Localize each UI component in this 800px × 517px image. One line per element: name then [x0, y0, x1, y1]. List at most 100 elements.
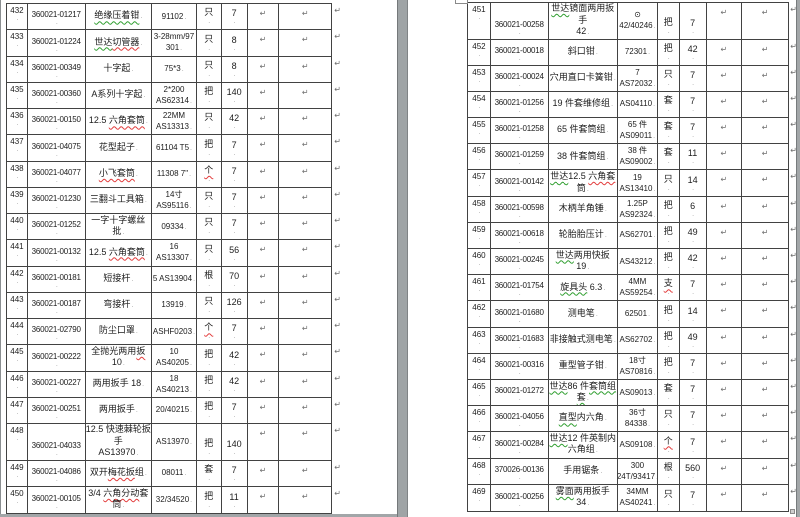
empty-cell-1[interactable]: ↵ [247, 82, 280, 109]
empty-cell-2[interactable]: ↵ [279, 214, 331, 241]
unit-cell[interactable]: 把. [196, 371, 222, 398]
unit-cell[interactable]: 只. [196, 30, 222, 57]
empty-cell-2[interactable]: ↵ [742, 197, 788, 223]
qty-cell[interactable]: 7. [679, 432, 707, 459]
qty-cell[interactable]: 7. [679, 3, 707, 40]
empty-cell-1[interactable]: ↵ [247, 56, 280, 83]
unit-cell[interactable]: 只. [196, 214, 222, 241]
empty-cell-1[interactable]: ↵ [247, 292, 280, 319]
empty-cell-1[interactable]: ↵ [247, 371, 280, 398]
unit-cell[interactable]: 只. [196, 292, 222, 319]
empty-cell-1[interactable]: ↵ [247, 4, 280, 31]
empty-cell-2[interactable]: ↵ [742, 485, 788, 511]
empty-cell-1[interactable]: ↵ [706, 301, 743, 328]
item-code-cell[interactable]: 360021-00598. [490, 196, 549, 223]
row-number-cell[interactable]: 457. [468, 170, 491, 197]
empty-cell-1[interactable]: ↵ [247, 460, 280, 487]
unit-cell[interactable]: 个. [657, 432, 680, 459]
description-cell[interactable]: 65 件套筒组. [548, 118, 619, 145]
item-code-cell[interactable]: 360021-04075. [27, 135, 86, 162]
description-cell[interactable]: 直型内六角. [548, 406, 619, 433]
spec-cell[interactable]: 08011. [152, 460, 197, 487]
description-cell[interactable]: 轮胎胎压计. [548, 222, 619, 249]
item-code-cell[interactable]: 360021-00142. [490, 170, 549, 197]
unit-cell[interactable]: 只. [657, 406, 680, 433]
unit-cell[interactable]: 把. [657, 39, 680, 66]
item-code-cell[interactable]: 360021-00258. [490, 3, 549, 40]
empty-cell-1[interactable]: ↵ [706, 458, 743, 485]
row-number-cell[interactable]: 453. [468, 65, 491, 92]
item-code-cell[interactable]: 360021-02790. [27, 319, 86, 346]
item-code-cell[interactable]: 360021-00251. [27, 397, 86, 424]
description-cell[interactable]: 雾面两用扳手 34. [549, 484, 619, 511]
description-cell[interactable]: 世达切管器. [85, 30, 153, 57]
unit-cell[interactable]: 套. [657, 91, 680, 119]
unit-cell[interactable]: 只. [196, 240, 222, 267]
row-number-cell[interactable]: 441. [7, 240, 28, 267]
empty-cell-2[interactable]: ↵ [742, 118, 788, 145]
item-code-cell[interactable]: 360021-01259. [490, 144, 549, 171]
spec-cell[interactable]: 18 AS40213. [152, 371, 197, 398]
row-number-cell[interactable]: 433. [7, 30, 28, 57]
item-code-cell[interactable]: 360021-00105. [28, 486, 86, 513]
qty-cell[interactable]: 42. [679, 249, 707, 276]
spec-cell[interactable]: AS04110. [618, 91, 658, 119]
item-code-cell[interactable]: 360021-00024. [490, 65, 549, 92]
item-code-cell[interactable]: 360021-00187. [27, 292, 86, 319]
description-cell[interactable]: 一字十字螺丝批. [85, 214, 153, 241]
item-code-cell[interactable]: 360021-04033. [27, 424, 86, 461]
item-code-cell[interactable]: 360021-01258. [490, 118, 549, 145]
item-code-cell[interactable]: 360021-01683. [490, 327, 549, 354]
row-number-cell[interactable]: 468. [468, 458, 491, 485]
empty-cell-1[interactable]: ↵ [706, 406, 743, 433]
empty-cell-1[interactable]: ↵ [247, 345, 280, 372]
empty-cell-1[interactable]: ↵ [707, 484, 743, 511]
spec-cell[interactable]: 36寸 84338. [618, 406, 658, 433]
description-cell[interactable]: 世达12 件英制内 六角组. [548, 432, 619, 459]
row-number-cell[interactable]: 455. [468, 118, 491, 145]
description-cell[interactable]: 手用锯条. [548, 458, 619, 485]
empty-cell-1[interactable]: ↵ [247, 240, 280, 267]
qty-cell[interactable]: 140. [221, 424, 248, 461]
empty-cell-1[interactable]: ↵ [247, 397, 280, 424]
unit-cell[interactable]: 只. [657, 65, 680, 92]
item-code-cell[interactable]: 370026-00136. [490, 458, 549, 485]
empty-cell-2[interactable]: ↵ [279, 487, 331, 513]
spec-cell[interactable]: AS13970. [152, 424, 197, 461]
item-code-cell[interactable]: 360021-00132. [27, 240, 86, 267]
spec-cell[interactable]: 16 AS13307. [152, 240, 197, 267]
description-cell[interactable]: 非接触式测电笔. [548, 327, 619, 354]
qty-cell[interactable]: 126. [221, 292, 248, 319]
empty-cell-2[interactable]: ↵ [279, 267, 331, 293]
empty-cell-1[interactable]: ↵ [706, 196, 743, 223]
qty-cell[interactable]: 7. [221, 135, 248, 162]
qty-cell[interactable]: 7. [221, 4, 248, 31]
spec-cell[interactable]: AS09108. [618, 432, 658, 459]
item-code-cell[interactable]: 360021-01272. [490, 379, 549, 407]
empty-cell-2[interactable]: ↵ [742, 223, 788, 249]
description-cell[interactable]: 12.5 六角套筒. [85, 240, 153, 267]
qty-cell[interactable]: 7. [679, 353, 707, 380]
row-number-cell[interactable]: 447. [7, 397, 28, 424]
row-number-cell[interactable]: 432. [7, 4, 28, 31]
spec-cell[interactable]: ASHF0203. [152, 319, 197, 346]
spec-cell[interactable]: 34MM AS40241. [618, 484, 658, 511]
description-cell[interactable]: 全抛光两用扳 10. [85, 345, 153, 372]
row-number-cell[interactable]: 448. [7, 424, 28, 461]
row-number-cell[interactable]: 440. [7, 214, 28, 241]
empty-cell-1[interactable]: ↵ [247, 30, 280, 57]
row-number-cell[interactable]: 464. [468, 353, 491, 380]
empty-cell-2[interactable]: ↵ [742, 144, 788, 171]
qty-cell[interactable]: 11. [679, 144, 707, 171]
description-cell[interactable]: 双开梅花扳组. [85, 460, 153, 487]
spec-cell[interactable]: 61104 T5. [152, 135, 197, 162]
empty-cell-1[interactable]: ↵ [706, 118, 743, 145]
item-code-cell[interactable]: 360021-01217. [27, 4, 86, 31]
empty-cell-1[interactable]: ↵ [706, 170, 743, 197]
qty-cell[interactable]: 8. [221, 56, 248, 83]
description-cell[interactable]: 两用扳手 18. [85, 371, 153, 398]
qty-cell[interactable]: 8. [221, 30, 248, 57]
unit-cell[interactable]: 套. [196, 460, 222, 487]
empty-cell-2[interactable]: ↵ [742, 3, 788, 40]
item-code-cell[interactable]: 360021-01256. [490, 91, 549, 119]
